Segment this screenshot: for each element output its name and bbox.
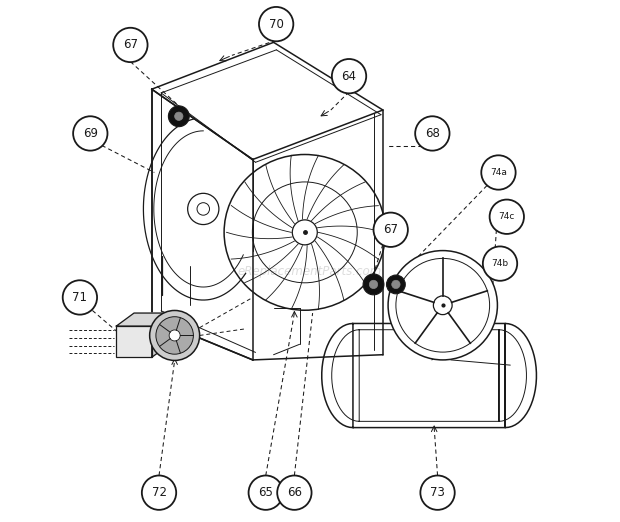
Circle shape [363,274,384,295]
Text: 72: 72 [151,486,167,499]
Polygon shape [117,313,169,326]
Text: 67: 67 [383,223,398,236]
Circle shape [420,476,454,510]
Polygon shape [152,313,169,358]
Text: 68: 68 [425,127,440,140]
Circle shape [388,251,497,360]
Text: 67: 67 [123,39,138,52]
Text: 73: 73 [430,486,445,499]
Text: 65: 65 [259,486,273,499]
Text: 71: 71 [73,291,87,304]
Circle shape [277,476,312,510]
Text: 74b: 74b [492,259,508,268]
Circle shape [156,317,193,354]
Text: eReplacementParts.com: eReplacementParts.com [238,265,382,278]
Text: 69: 69 [83,127,98,140]
Circle shape [249,476,283,510]
Circle shape [73,116,107,151]
Circle shape [175,112,183,121]
Text: 66: 66 [287,486,302,499]
Circle shape [169,330,180,341]
Circle shape [392,280,400,289]
Circle shape [63,280,97,315]
Circle shape [386,275,405,294]
Circle shape [481,156,516,189]
Circle shape [490,199,524,234]
Text: 74a: 74a [490,168,507,177]
Circle shape [373,212,408,247]
Text: 74c: 74c [498,212,515,221]
Circle shape [292,220,317,245]
Circle shape [433,296,452,315]
Text: 70: 70 [268,18,283,31]
FancyBboxPatch shape [117,326,152,358]
Circle shape [259,7,293,41]
Circle shape [113,28,148,62]
Circle shape [169,106,189,127]
Circle shape [332,59,366,93]
Circle shape [149,311,200,360]
Text: 64: 64 [342,69,356,82]
Circle shape [483,246,517,281]
Circle shape [142,476,176,510]
Circle shape [415,116,450,151]
Circle shape [370,280,378,289]
